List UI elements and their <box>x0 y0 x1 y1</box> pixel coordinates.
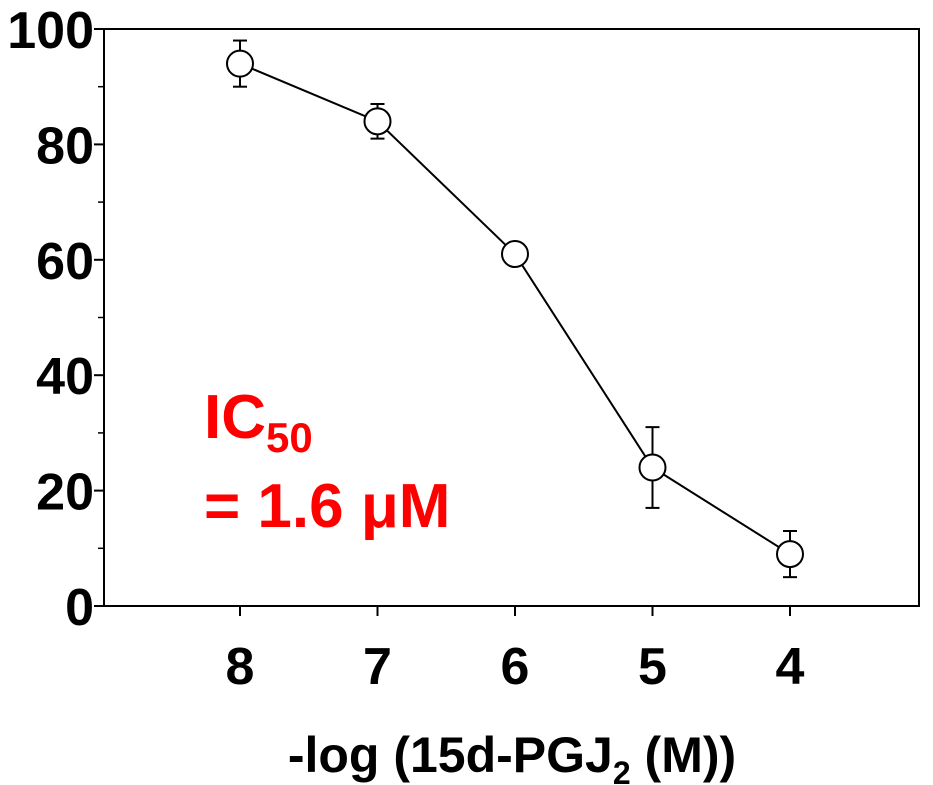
data-point <box>226 49 254 78</box>
x-axis-title: -log (15d-PGJ2 (M)) <box>288 727 736 785</box>
data-point <box>501 240 529 269</box>
x-axis-ticks: 8 7 6 5 4 <box>226 606 805 696</box>
data-point <box>776 540 804 569</box>
y-tick-label: 60 <box>36 233 94 291</box>
y-tick-label: 0 <box>65 579 94 637</box>
y-tick-label: 80 <box>36 117 94 175</box>
x-tick-label: 4 <box>776 638 805 696</box>
y-tick-label: 40 <box>36 348 94 406</box>
data-series <box>226 39 804 579</box>
x-tick-label: 8 <box>226 638 255 696</box>
ic50-annotation-line1: IC50 <box>204 383 313 461</box>
y-tick-label: 100 <box>7 2 94 60</box>
y-axis-ticks: 0 20 40 60 80 100 <box>7 2 104 637</box>
y-tick-label: 20 <box>36 464 94 522</box>
x-tick-label: 7 <box>363 638 392 696</box>
data-point <box>363 107 392 136</box>
data-point <box>638 453 667 482</box>
ic50-annotation-line2: = 1.6 μM <box>204 472 450 541</box>
x-tick-label: 5 <box>638 638 667 696</box>
x-tick-label: 6 <box>501 638 530 696</box>
